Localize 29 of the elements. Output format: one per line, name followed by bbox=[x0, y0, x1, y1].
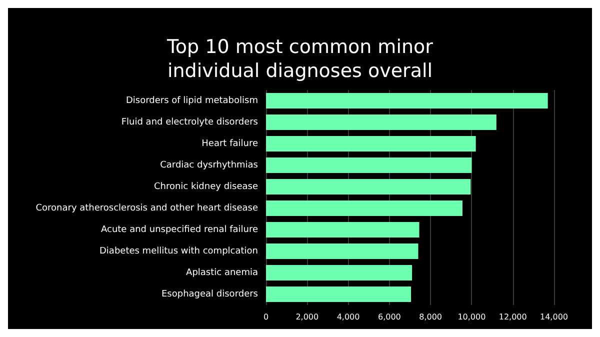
y-tick-label: Aplastic anemia bbox=[186, 268, 258, 278]
x-tick-label: 12,000 bbox=[498, 312, 527, 322]
bar bbox=[266, 158, 472, 173]
y-tick-label: Disorders of lipid metabolism bbox=[126, 96, 258, 106]
y-tick-label: Coronary atherosclerosis and other heart disease bbox=[36, 203, 258, 214]
y-tick-label: Heart failure bbox=[202, 138, 258, 149]
bar bbox=[266, 244, 418, 259]
y-tick-label: Fluid and electrolyte disorders bbox=[121, 117, 258, 128]
y-tick-label: Chronic kidney disease bbox=[154, 182, 258, 192]
x-tick-label: 0 bbox=[263, 312, 269, 322]
bar bbox=[266, 136, 476, 152]
y-tick-label: Diabetes mellitus with complcation bbox=[100, 246, 258, 256]
x-tick-label: 10,000 bbox=[458, 312, 486, 322]
bar bbox=[266, 200, 462, 216]
bar bbox=[266, 265, 412, 280]
x-tick-label: 2,000 bbox=[296, 312, 319, 322]
y-tick-label: Esophageal disorders bbox=[161, 289, 258, 300]
x-tick-label: 4,000 bbox=[336, 312, 360, 322]
x-tick-label: 8,000 bbox=[419, 312, 442, 322]
bar bbox=[266, 222, 420, 238]
x-tick-label: 14,000 bbox=[540, 312, 568, 322]
bar bbox=[266, 114, 496, 130]
x-tick-label: 6,000 bbox=[378, 312, 401, 322]
bar bbox=[266, 179, 471, 194]
y-tick-label: Cardiac dysrhythmias bbox=[160, 160, 258, 170]
chart-title: Top 10 most common minor individual diagnoses overall bbox=[166, 36, 434, 82]
bar bbox=[266, 286, 412, 302]
bar bbox=[266, 93, 548, 108]
y-tick-label: Acute and unspecified renal failure bbox=[101, 224, 258, 235]
